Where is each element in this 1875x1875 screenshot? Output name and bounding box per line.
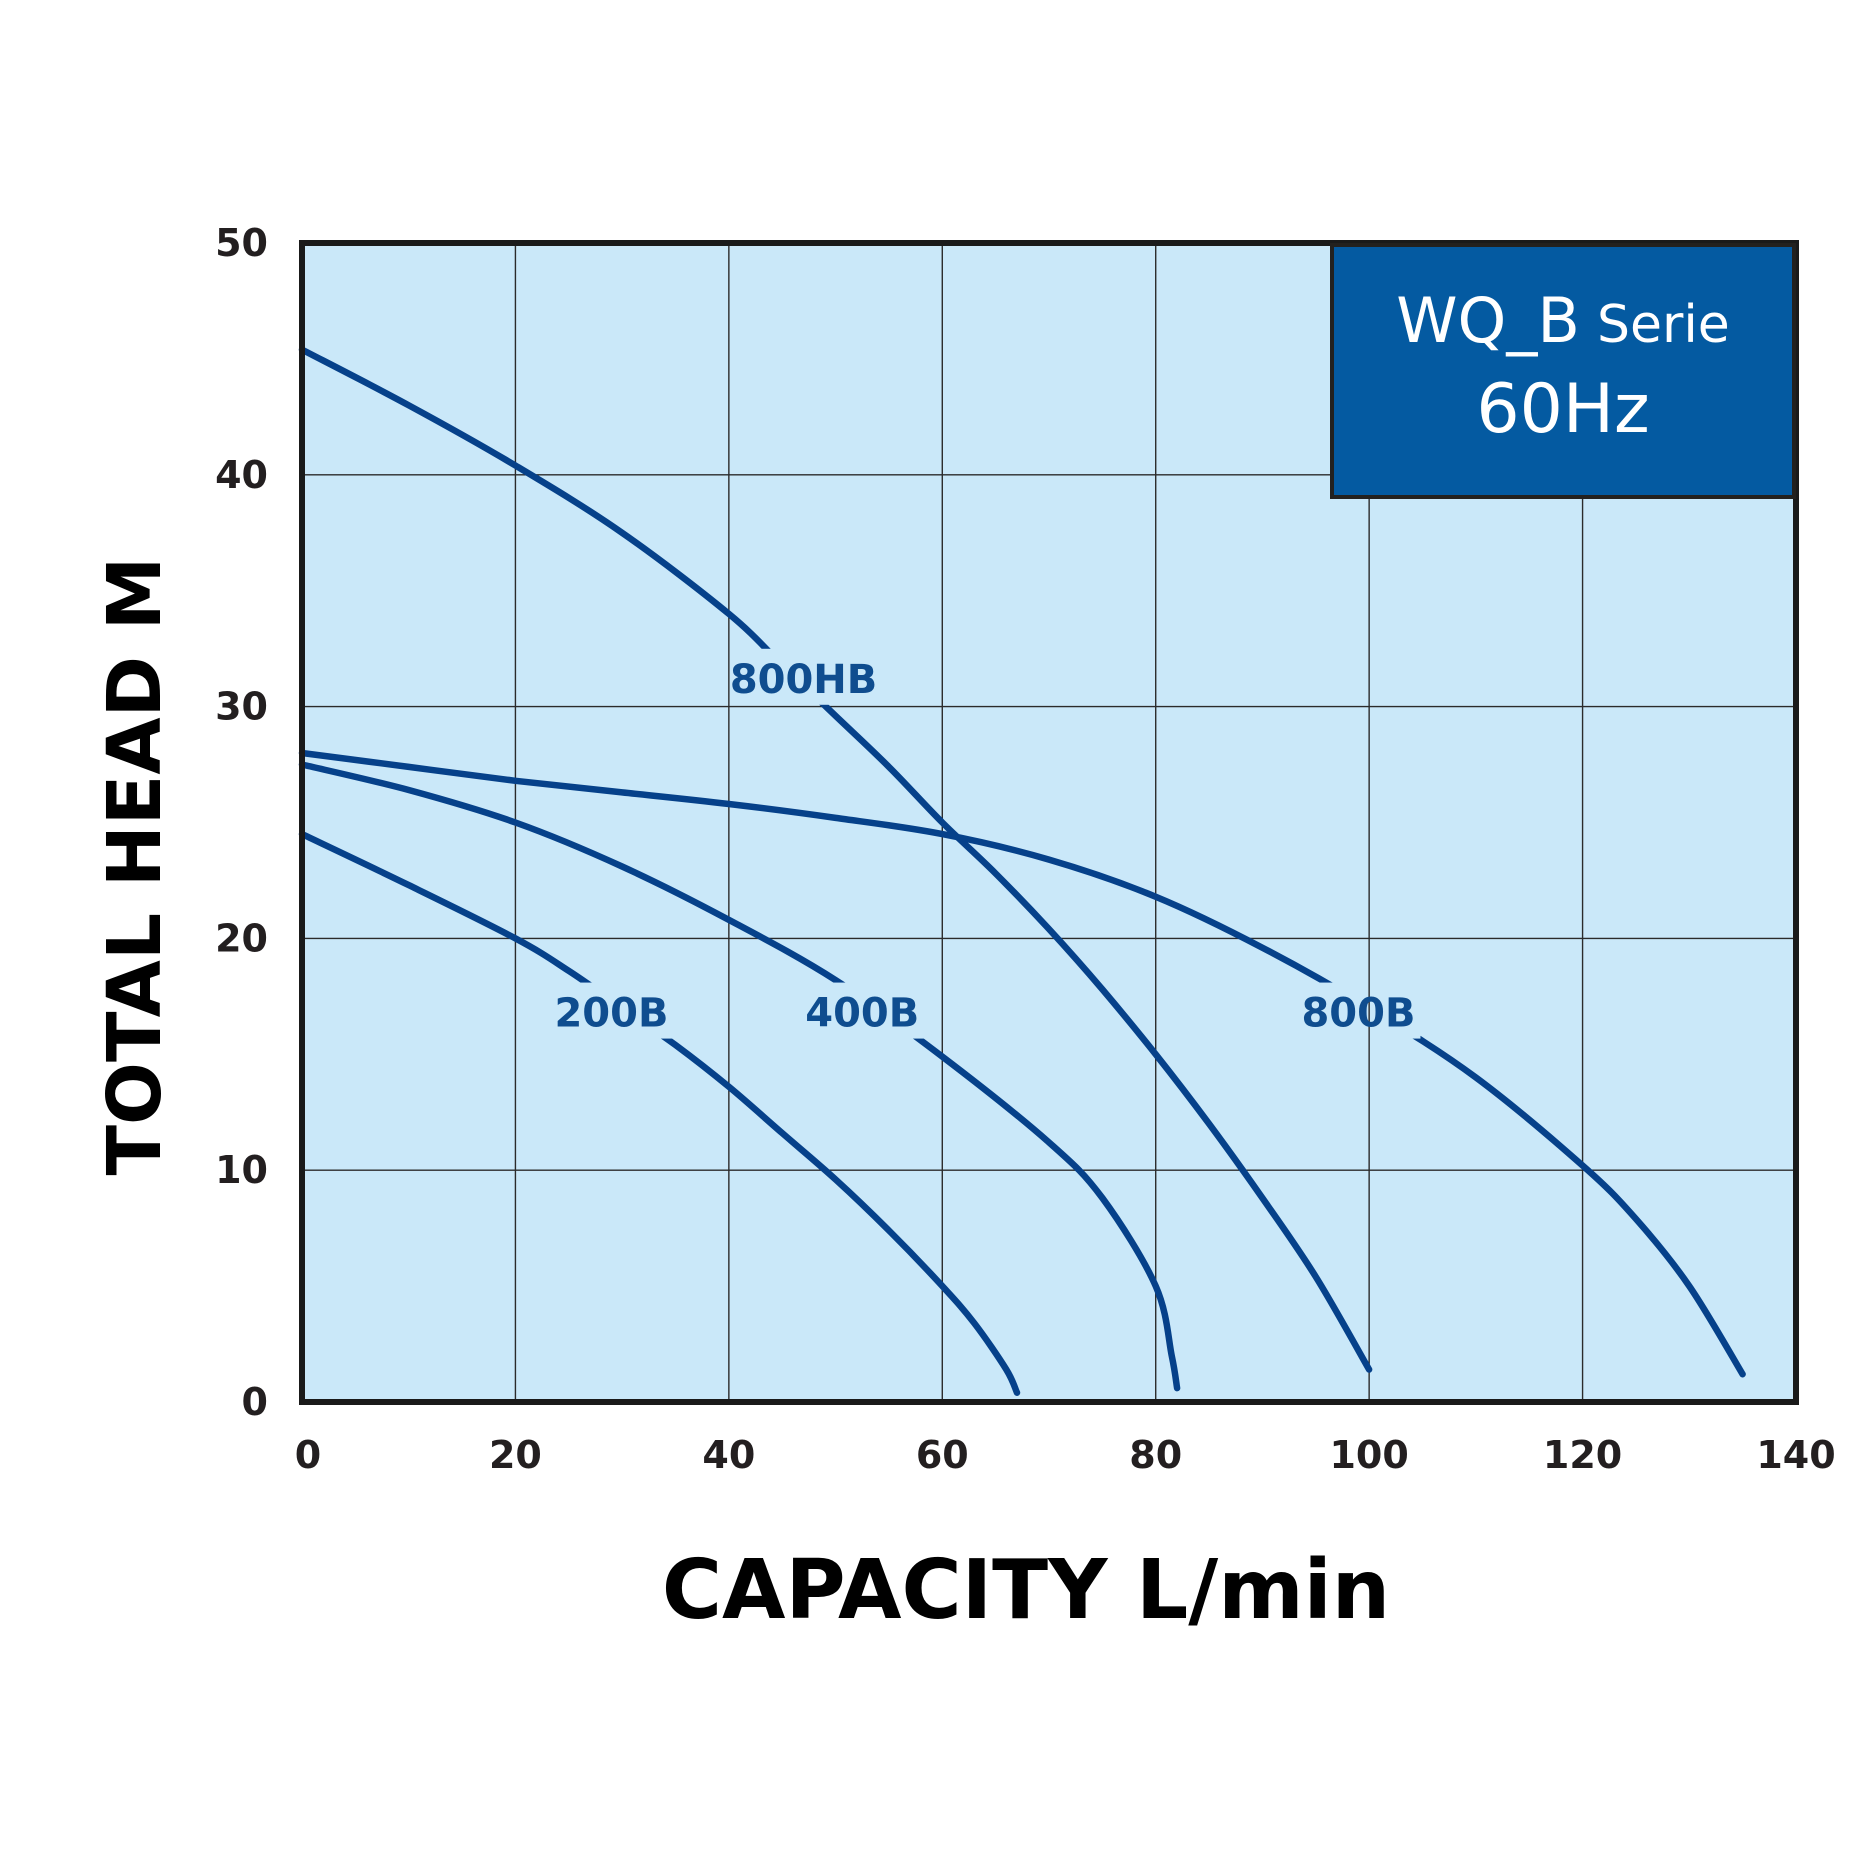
legend-background [1330,243,1796,499]
legend-series-suffix: Serie [1597,295,1730,355]
legend-frequency: 60Hz [1476,370,1649,449]
y-axis-ticks: 0 10 20 30 40 50 [215,221,268,1424]
x-axis-ticks: 0 20 40 60 80 100 120 140 [295,1433,1836,1477]
curves-group [298,346,1746,1396]
y-axis-title: TOTAL HEAD M [92,557,178,1176]
curve-200b [298,830,1021,1396]
y-tick-label: 50 [215,221,268,265]
x-tick-label: 20 [489,1433,542,1477]
x-tick-label: 0 [295,1433,321,1477]
curve-label-800b: 800B [1301,991,1415,1037]
x-tick-label: 100 [1329,1433,1408,1477]
curve-400b [298,761,1181,1392]
plot-frame [299,240,1799,1405]
y-tick-label: 30 [215,685,268,729]
y-tick-label: 40 [215,453,268,497]
y-tick-label: 20 [215,916,268,960]
y-tick-label: 10 [215,1148,268,1192]
legend-line-1: WQ_B Serie [1396,284,1730,357]
x-tick-label: 120 [1543,1433,1622,1477]
x-tick-label: 80 [1129,1433,1182,1477]
curve-label-200b: 200B [554,991,668,1037]
curve-label-800hb: 800HB [730,657,877,703]
y-tick-label: 0 [242,1380,268,1424]
curve-labels: 800HB 800B 400B 200B [554,657,1415,1037]
legend-series-name: WQ_B [1396,284,1580,357]
x-tick-label: 40 [702,1433,755,1477]
curve-label-400b: 400B [805,991,919,1037]
curve-800hb [298,346,1373,1373]
x-axis-title: CAPACITY L/min [662,1543,1390,1638]
x-tick-label: 60 [916,1433,969,1477]
curve-800b [298,749,1746,1378]
legend-box: WQ_B Serie 60Hz [1330,243,1796,499]
x-tick-label: 140 [1756,1433,1835,1477]
